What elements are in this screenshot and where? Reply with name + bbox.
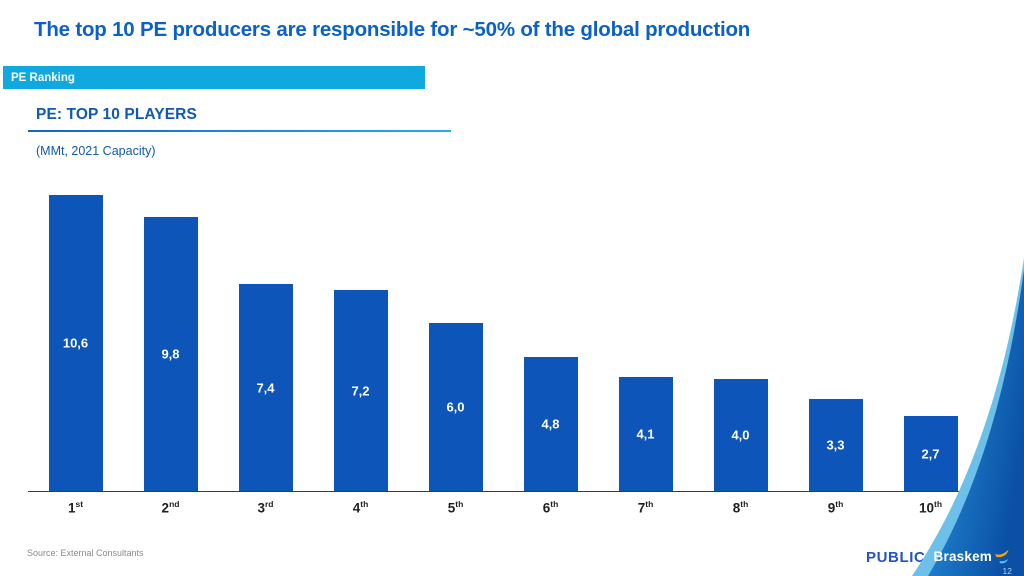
- bar-chart-category-axis: 1st 2nd 3rd 4th 5th 6th 7th 8th 9th 10th: [28, 499, 978, 516]
- bar: 4,1: [618, 377, 673, 491]
- category-label: 10th: [918, 499, 943, 516]
- category-label: 6th: [542, 499, 559, 516]
- category-label: 7th: [637, 499, 654, 516]
- page-number: 12: [1002, 566, 1012, 576]
- classification-label: PUBLIC: [866, 549, 926, 566]
- category-label: 9th: [827, 499, 844, 516]
- bar-value-label: 2,7: [921, 446, 940, 461]
- bar-value-label: 7,2: [351, 383, 370, 398]
- chart-title: PE: TOP 10 PLAYERS: [36, 106, 197, 123]
- bar-column: 3,3: [788, 196, 883, 491]
- slide-title: The top 10 PE producers are responsible …: [34, 18, 751, 41]
- category-label: 8th: [732, 499, 749, 516]
- bar: 10,6: [48, 195, 103, 491]
- bar-column: 9,8: [123, 196, 218, 491]
- bar-value-label: 4,0: [731, 427, 750, 443]
- bar: 3,3: [808, 399, 863, 491]
- bar-column: 4,1: [598, 196, 693, 491]
- bar-value-label: 4,8: [541, 416, 560, 432]
- bar-column: 4,8: [503, 196, 598, 491]
- chart-subtitle: (MMt, 2021 Capacity): [36, 144, 156, 158]
- bar-value-label: 6,0: [446, 399, 465, 415]
- pe-ranking-tag-label: PE Ranking: [11, 71, 75, 84]
- bar-column: 10,6: [28, 195, 123, 491]
- bar-column: 6,0: [408, 196, 503, 491]
- category-label: 3rd: [257, 499, 274, 516]
- bar-column: 7,2: [313, 196, 408, 491]
- bar: 7,2: [333, 290, 388, 491]
- bar: 9,8: [143, 217, 198, 491]
- braskem-logo: Braskem: [934, 548, 1010, 565]
- braskem-swoosh-icon: [995, 549, 1009, 564]
- bar-value-label: 7,4: [256, 380, 275, 395]
- corner-swoosh-decoration: [912, 258, 1024, 576]
- chart-title-underline: [28, 130, 451, 132]
- bar: 4,0: [713, 379, 768, 491]
- bar-column: 7,4: [218, 196, 313, 491]
- category-label: 1st: [67, 499, 84, 516]
- category-label: 2nd: [161, 499, 180, 516]
- bar: 7,4: [238, 284, 293, 491]
- bar-column: 4,0: [693, 196, 788, 491]
- bar-chart: 10,6 9,8 7,4 7,2 6,0 4,8 4,1 4,0 3,3 2,7: [28, 195, 978, 492]
- bar: 6,0: [428, 323, 483, 491]
- bar: 2,7: [903, 416, 958, 491]
- bar-value-label: 3,3: [826, 437, 845, 453]
- pe-ranking-tag: PE Ranking: [3, 66, 425, 89]
- bar: 4,8: [523, 357, 578, 491]
- bar-value-label: 10,6: [62, 335, 89, 351]
- bar-value-label: 4,1: [636, 426, 655, 442]
- category-label: 4th: [352, 499, 369, 516]
- bar-value-label: 9,8: [161, 346, 180, 362]
- category-label: 5th: [447, 499, 464, 516]
- braskem-logo-text: Braskem: [933, 549, 992, 564]
- bar-column: 2,7: [883, 196, 978, 491]
- source-note: Source: External Consultants: [27, 548, 144, 558]
